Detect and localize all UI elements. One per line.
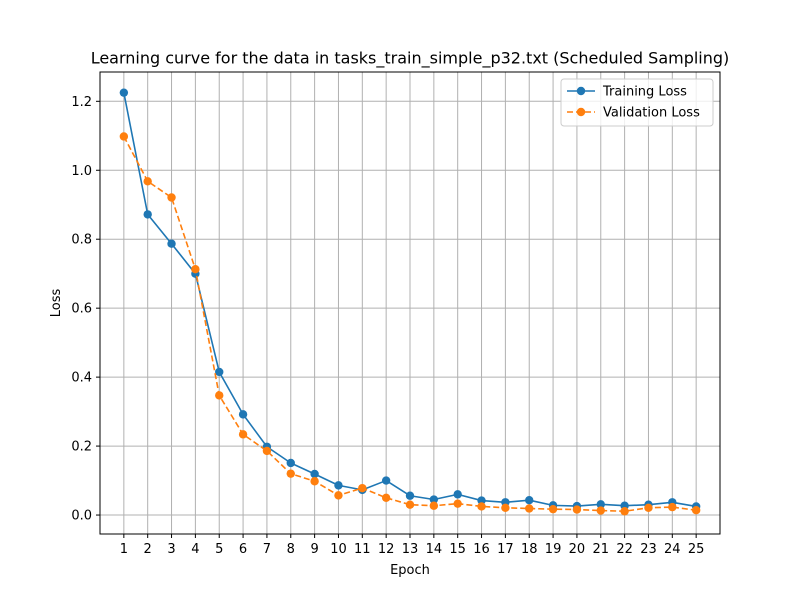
validation-loss-point [548,504,558,514]
y-tick-label: 1.0 [71,164,92,179]
legend-box [560,78,714,127]
training-loss-point [334,481,343,490]
validation-loss-point [572,505,582,514]
training-loss-point [286,458,295,468]
training-loss-point [310,469,319,479]
x-tick-label: 24 [664,542,681,557]
validation-loss-point [191,265,200,274]
x-tick-label: 1 [120,542,128,557]
training-loss-point [429,495,439,504]
x-tick-label: 18 [521,542,538,557]
y-axis-label: Loss [49,289,64,318]
validation-loss-point [167,193,176,202]
x-tick-label: 7 [263,542,271,557]
validation-loss-point [691,506,701,515]
x-tick-label: 20 [569,542,586,557]
y-tick-label: 0.8 [71,233,92,248]
validation-loss-point [501,503,510,512]
validation-loss-point [453,499,462,508]
training-loss-point [405,491,415,500]
x-tick-label: 2 [144,542,152,557]
y-tick-label: 0.6 [71,302,92,317]
x-tick-label: 11 [354,542,371,557]
validation-loss-point [334,491,343,500]
training-loss-point [119,88,129,97]
validation-loss-point [262,446,272,456]
validation-loss-point [143,177,152,186]
training-loss-point [596,500,605,509]
validation-loss-point [620,507,629,516]
validation-loss-point [644,503,653,512]
x-tick-label: 15 [449,542,466,557]
training-loss-legend-label: Training Loss [602,85,687,100]
validation-loss-point [215,391,224,400]
validation-loss-legend-label: Validation Loss [603,106,700,121]
legend: Training Loss Validation Loss [560,78,714,127]
x-tick-label: 13 [402,542,419,557]
training-loss-point [525,496,534,505]
training-loss-point [215,367,224,377]
x-tick-label: 3 [167,542,175,557]
x-tick-label: 12 [378,542,395,557]
y-tick-label: 0.2 [71,440,92,455]
y-tick-label: 0.4 [71,371,92,386]
validation-loss-point [238,430,248,439]
x-tick-label: 8 [287,542,295,557]
validation-loss-point [405,500,415,509]
chart-title: Learning curve for the data in tasks_tra… [91,49,730,69]
validation-loss-point [381,493,391,502]
x-tick-label: 22 [616,542,633,557]
x-tick-label: 17 [497,542,514,557]
training-loss-point [381,476,391,485]
y-tick-label: 1.2 [71,95,92,110]
axis-ticks: 1 2 3 4 5 6 7 8 9 10 11 12 13 14 15 16 17 18 19 20 21 22 23 24 2… [71,95,704,557]
x-tick-label: 23 [640,542,657,557]
training-loss-point [238,410,248,419]
x-tick-label: 19 [545,542,562,557]
validation-loss-point [119,132,129,141]
validation-loss-point [525,504,534,513]
series-lines [119,88,701,516]
training-loss-legend-marker [576,86,586,96]
validation-loss-point [310,477,319,486]
validation-loss-point [429,501,439,510]
x-tick-label: 5 [215,542,223,557]
validation-loss-point [358,483,367,493]
x-tick-label: 6 [239,542,247,557]
validation-loss-point [596,506,605,515]
x-axis-label: Epoch [390,563,430,578]
validation-loss-point [668,502,677,512]
grid [100,72,720,534]
validation-loss-point [477,502,486,511]
validation-loss-legend-marker [576,107,586,117]
x-tick-label: 25 [688,542,705,557]
validation-loss-point [286,469,295,478]
x-tick-label: 4 [191,542,199,557]
training-loss-point [453,490,462,499]
x-tick-label: 10 [330,542,347,557]
training-loss-point [477,496,486,505]
training-loss-point [167,239,176,248]
x-tick-label: 14 [426,542,443,557]
x-tick-label: 9 [310,542,318,557]
x-tick-label: 21 [592,542,609,557]
training-loss-point [143,210,152,219]
y-tick-label: 0.0 [71,509,92,524]
x-tick-label: 16 [473,542,490,557]
